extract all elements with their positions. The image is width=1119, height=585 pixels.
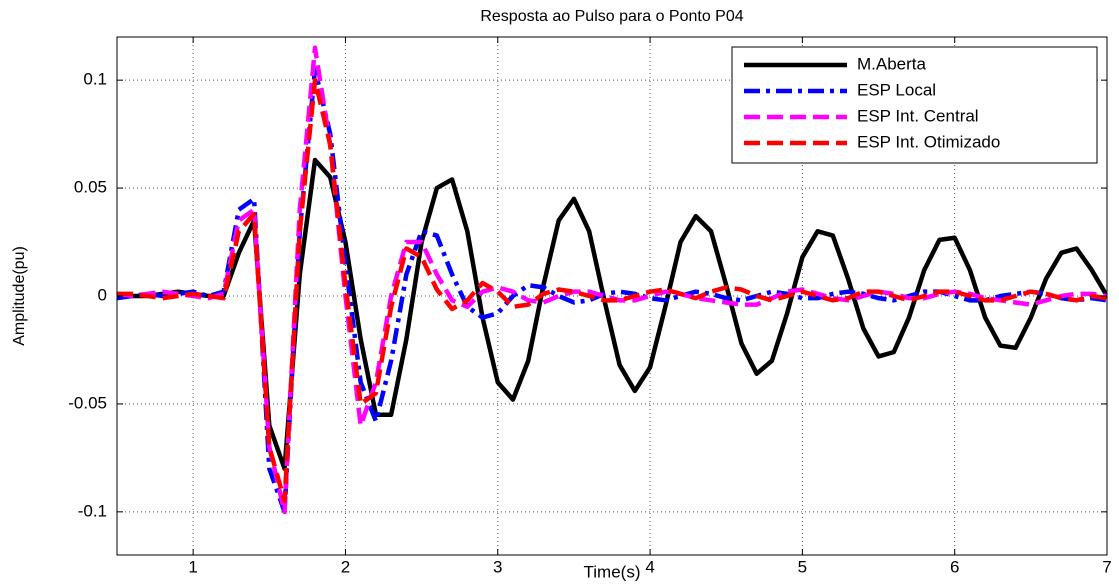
legend: M.Aberta ESP Local ESP Int. Central ESP Int… (731, 46, 1098, 164)
y-tick-label: -0.05 (68, 393, 107, 412)
x-tick-label: 2 (341, 557, 350, 576)
legend-label: ESP Int. Central (857, 106, 979, 125)
y-tick-label: -0.1 (78, 501, 107, 520)
y-axis-label: Amplitude(pu) (11, 246, 28, 346)
y-tick-label: 0.05 (74, 178, 107, 197)
y-tick-label: 0.1 (83, 70, 107, 89)
x-axis-label: Time(s) (584, 562, 641, 581)
x-tick-label: 3 (493, 557, 502, 576)
series-line (117, 77, 1107, 504)
legend-label: ESP Local (857, 80, 936, 99)
chart-title: Resposta ao Pulso para o Ponto P04 (480, 8, 743, 25)
x-tick-label: 4 (645, 557, 654, 576)
x-tick-label: 7 (1102, 557, 1111, 576)
x-tick-label: 1 (188, 557, 197, 576)
x-tick-label: 5 (798, 557, 807, 576)
legend-label: M.Aberta (857, 54, 927, 73)
series-line (117, 157, 1107, 471)
legend-label: ESP Int. Otimizado (857, 132, 1000, 151)
lines (117, 45, 1107, 515)
y-tick-label: 0 (98, 285, 107, 304)
x-tick-label: 6 (950, 557, 959, 576)
